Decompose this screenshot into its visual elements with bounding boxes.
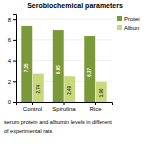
tick: 8 [8, 17, 16, 23]
legend-swatch [117, 16, 122, 21]
tick-mark [32, 102, 33, 105]
tick-label: 6 [8, 37, 12, 43]
x-axis: Control Spirulina Rice [17, 102, 113, 112]
tick-label: 8 [8, 17, 12, 23]
tick-mark [13, 102, 16, 103]
tick-label: 0 [8, 99, 12, 105]
legend-swatch [117, 25, 122, 30]
y-axis: 0 2 4 6 8 [8, 15, 17, 106]
tick-mark [13, 61, 16, 62]
tick: 0 [8, 99, 16, 105]
data-label: 2.74 [36, 84, 41, 93]
axis-line [13, 15, 17, 103]
plot: 0 2 4 6 8 Control Spirulina Rice 7.35 6.95 6.37 2.7… [8, 15, 113, 113]
bar [53, 30, 64, 102]
axis-line [17, 103, 113, 106]
caption: of experimental rats [4, 128, 53, 134]
data-label: 1.96 [99, 88, 104, 97]
bar [21, 26, 32, 102]
data-label: 6.95 [56, 65, 61, 74]
bar [96, 82, 107, 102]
tick-label: Control [23, 106, 42, 112]
bar [84, 36, 95, 102]
tick-mark [13, 81, 16, 82]
data-label: 2.49 [67, 86, 72, 95]
tick-label: 2 [8, 79, 12, 85]
tick-mark [95, 102, 96, 105]
tick-mark [64, 102, 65, 105]
tick-label: Rice [89, 106, 102, 112]
bar [33, 74, 44, 102]
tick: Control [23, 102, 42, 112]
data-labels: 7.35 6.95 6.37 2.74 2.49 1.96 [24, 63, 103, 97]
data-label: 6.37 [87, 67, 92, 76]
tick-label: 4 [8, 58, 12, 64]
legend: Protei Albun [117, 16, 140, 31]
tick: Rice [89, 102, 102, 112]
tick: 2 [8, 79, 16, 85]
tick: 6 [8, 37, 16, 43]
legend-label: Protei [124, 16, 140, 22]
tick-mark [13, 40, 16, 41]
data-label: 7.35 [24, 63, 29, 72]
bar [64, 76, 75, 102]
tick-mark [13, 19, 16, 20]
tick: Spirulina [52, 102, 76, 112]
tick: 4 [8, 58, 16, 64]
tick-label: Spirulina [52, 106, 76, 112]
title: Serobiochemical parameters [27, 2, 123, 10]
grid-line [16, 19, 112, 20]
chart: Serobiochemical parameters 0 2 4 6 8 Control Sp… [0, 0, 150, 150]
legend-item: Albun [117, 25, 139, 31]
legend-label: Albun [124, 25, 139, 31]
bars [21, 26, 106, 102]
caption: serum protein and albumin levels in diff… [4, 119, 112, 125]
grid [16, 19, 112, 102]
legend-item: Protei [117, 16, 140, 22]
